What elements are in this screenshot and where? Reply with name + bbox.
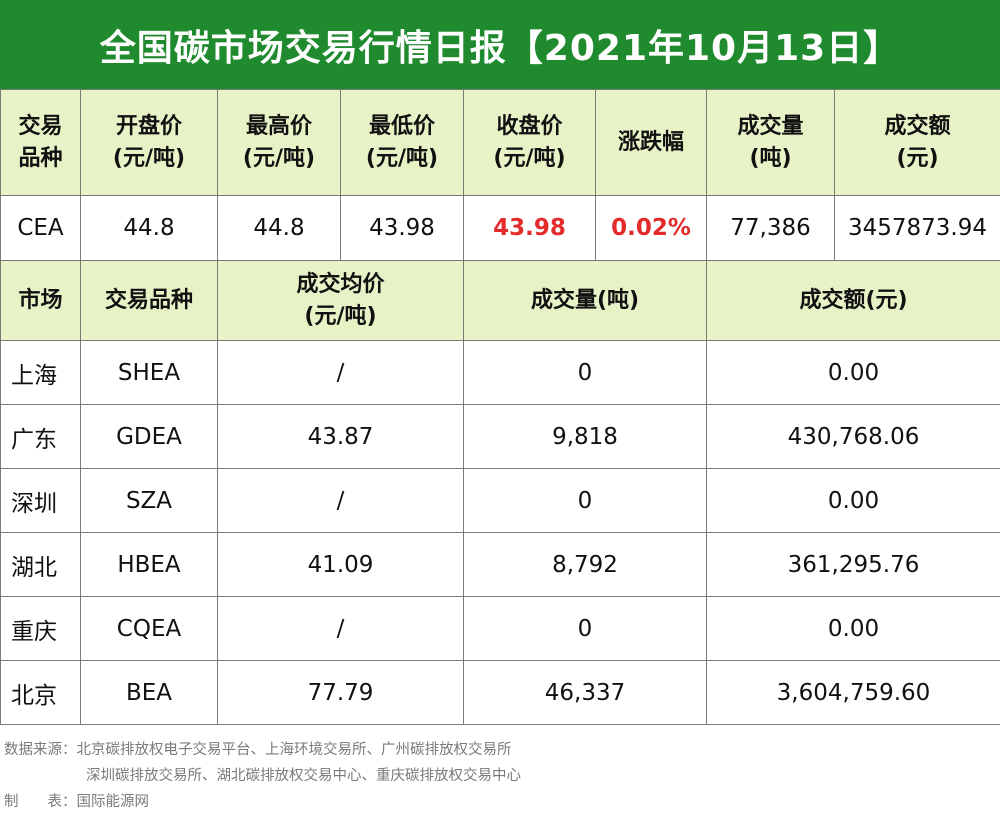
cell-volume: 46,337 <box>463 660 707 725</box>
header-open-price: 开盘价 (元/吨) <box>80 89 218 196</box>
cell-market: 深圳 <box>0 468 81 533</box>
cell-market: 广东 <box>0 404 81 469</box>
header-high-price: 最高价 (元/吨) <box>217 89 341 196</box>
cell-volume: 0 <box>463 468 707 533</box>
cell-volume: 8,792 <box>463 532 707 597</box>
cell-volume: 9,818 <box>463 404 707 469</box>
cell-amount: 3457873.94 <box>834 195 1000 261</box>
cell-volume: 0 <box>463 596 707 661</box>
cea-market-table: 交易 品种 开盘价 (元/吨) 最高价 (元/吨) 最低价 (元/吨) 收盘价 (元/吨)… <box>0 89 1000 261</box>
cell-avg-price: / <box>217 596 464 661</box>
cell-amount: 0.00 <box>706 596 1000 661</box>
header-amount: 成交额(元) <box>834 89 1000 196</box>
table-row: CEA 44.8 44.8 43.98 43.98 0.02% 77,386 3… <box>0 195 1000 261</box>
table-maker: 制 表：国际能源网 <box>4 794 149 810</box>
cell-variety: SHEA <box>80 340 218 405</box>
cell-variety: SZA <box>80 468 218 533</box>
cell-open-price: 44.8 <box>80 195 218 261</box>
cell-amount: 430,768.06 <box>706 404 1000 469</box>
cell-avg-price: 77.79 <box>217 660 464 725</box>
cell-market: 湖北 <box>0 532 81 597</box>
cell-variety: GDEA <box>80 404 218 469</box>
header-avg-price: 成交均价 (元/吨) <box>217 260 464 341</box>
regional-market-table: 市场 交易品种 成交均价 (元/吨) 成交量(吨) 成交额(元) 上海 SHEA … <box>0 260 1000 725</box>
header-volume: 成交量(吨) <box>463 260 707 341</box>
table-row: 重庆 CQEA / 0 0.00 <box>0 596 1000 661</box>
cell-market: 重庆 <box>0 596 81 661</box>
table-row: 北京 BEA 77.79 46,337 3,604,759.60 <box>0 660 1000 725</box>
cell-variety: BEA <box>80 660 218 725</box>
cell-volume: 77,386 <box>706 195 835 261</box>
cell-avg-price: / <box>217 340 464 405</box>
cell-amount: 3,604,759.60 <box>706 660 1000 725</box>
header-low-price: 最低价 (元/吨) <box>340 89 464 196</box>
cell-variety: CEA <box>0 195 81 261</box>
cell-high-price: 44.8 <box>217 195 341 261</box>
page-title: 全国碳市场交易行情日报【2021年10月13日】 <box>0 0 1000 89</box>
header-variety: 交易品种 <box>0 89 81 196</box>
header-change: 涨跌幅 <box>595 89 707 196</box>
cell-low-price: 43.98 <box>340 195 464 261</box>
cell-market: 北京 <box>0 660 81 725</box>
cell-close-price: 43.98 <box>463 195 596 261</box>
cell-volume: 0 <box>463 340 707 405</box>
table-row: 广东 GDEA 43.87 9,818 430,768.06 <box>0 404 1000 469</box>
table-row: 深圳 SZA / 0 0.00 <box>0 468 1000 533</box>
cell-amount: 0.00 <box>706 468 1000 533</box>
cell-amount: 0.00 <box>706 340 1000 405</box>
cell-avg-price: 41.09 <box>217 532 464 597</box>
cell-avg-price: 43.87 <box>217 404 464 469</box>
data-source-line-1: 数据来源：北京碳排放权电子交易平台、上海环境交易所、广州碳排放权交易所 <box>4 742 512 758</box>
header-volume: 成交量(吨) <box>706 89 835 196</box>
cell-amount: 361,295.76 <box>706 532 1000 597</box>
cell-variety: CQEA <box>80 596 218 661</box>
cell-variety: HBEA <box>80 532 218 597</box>
table-row: 上海 SHEA / 0 0.00 <box>0 340 1000 405</box>
cell-market: 上海 <box>0 340 81 405</box>
cell-avg-price: / <box>217 468 464 533</box>
header-market: 市场 <box>0 260 81 341</box>
header-variety: 交易品种 <box>80 260 218 341</box>
header-close-price: 收盘价 (元/吨) <box>463 89 596 196</box>
header-amount: 成交额(元) <box>706 260 1000 341</box>
cell-change: 0.02% <box>595 195 707 261</box>
table-row: 湖北 HBEA 41.09 8,792 361,295.76 <box>0 532 1000 597</box>
data-source-line-2: 深圳碳排放交易所、湖北碳排放权交易中心、重庆碳排放权交易中心 <box>86 768 521 784</box>
